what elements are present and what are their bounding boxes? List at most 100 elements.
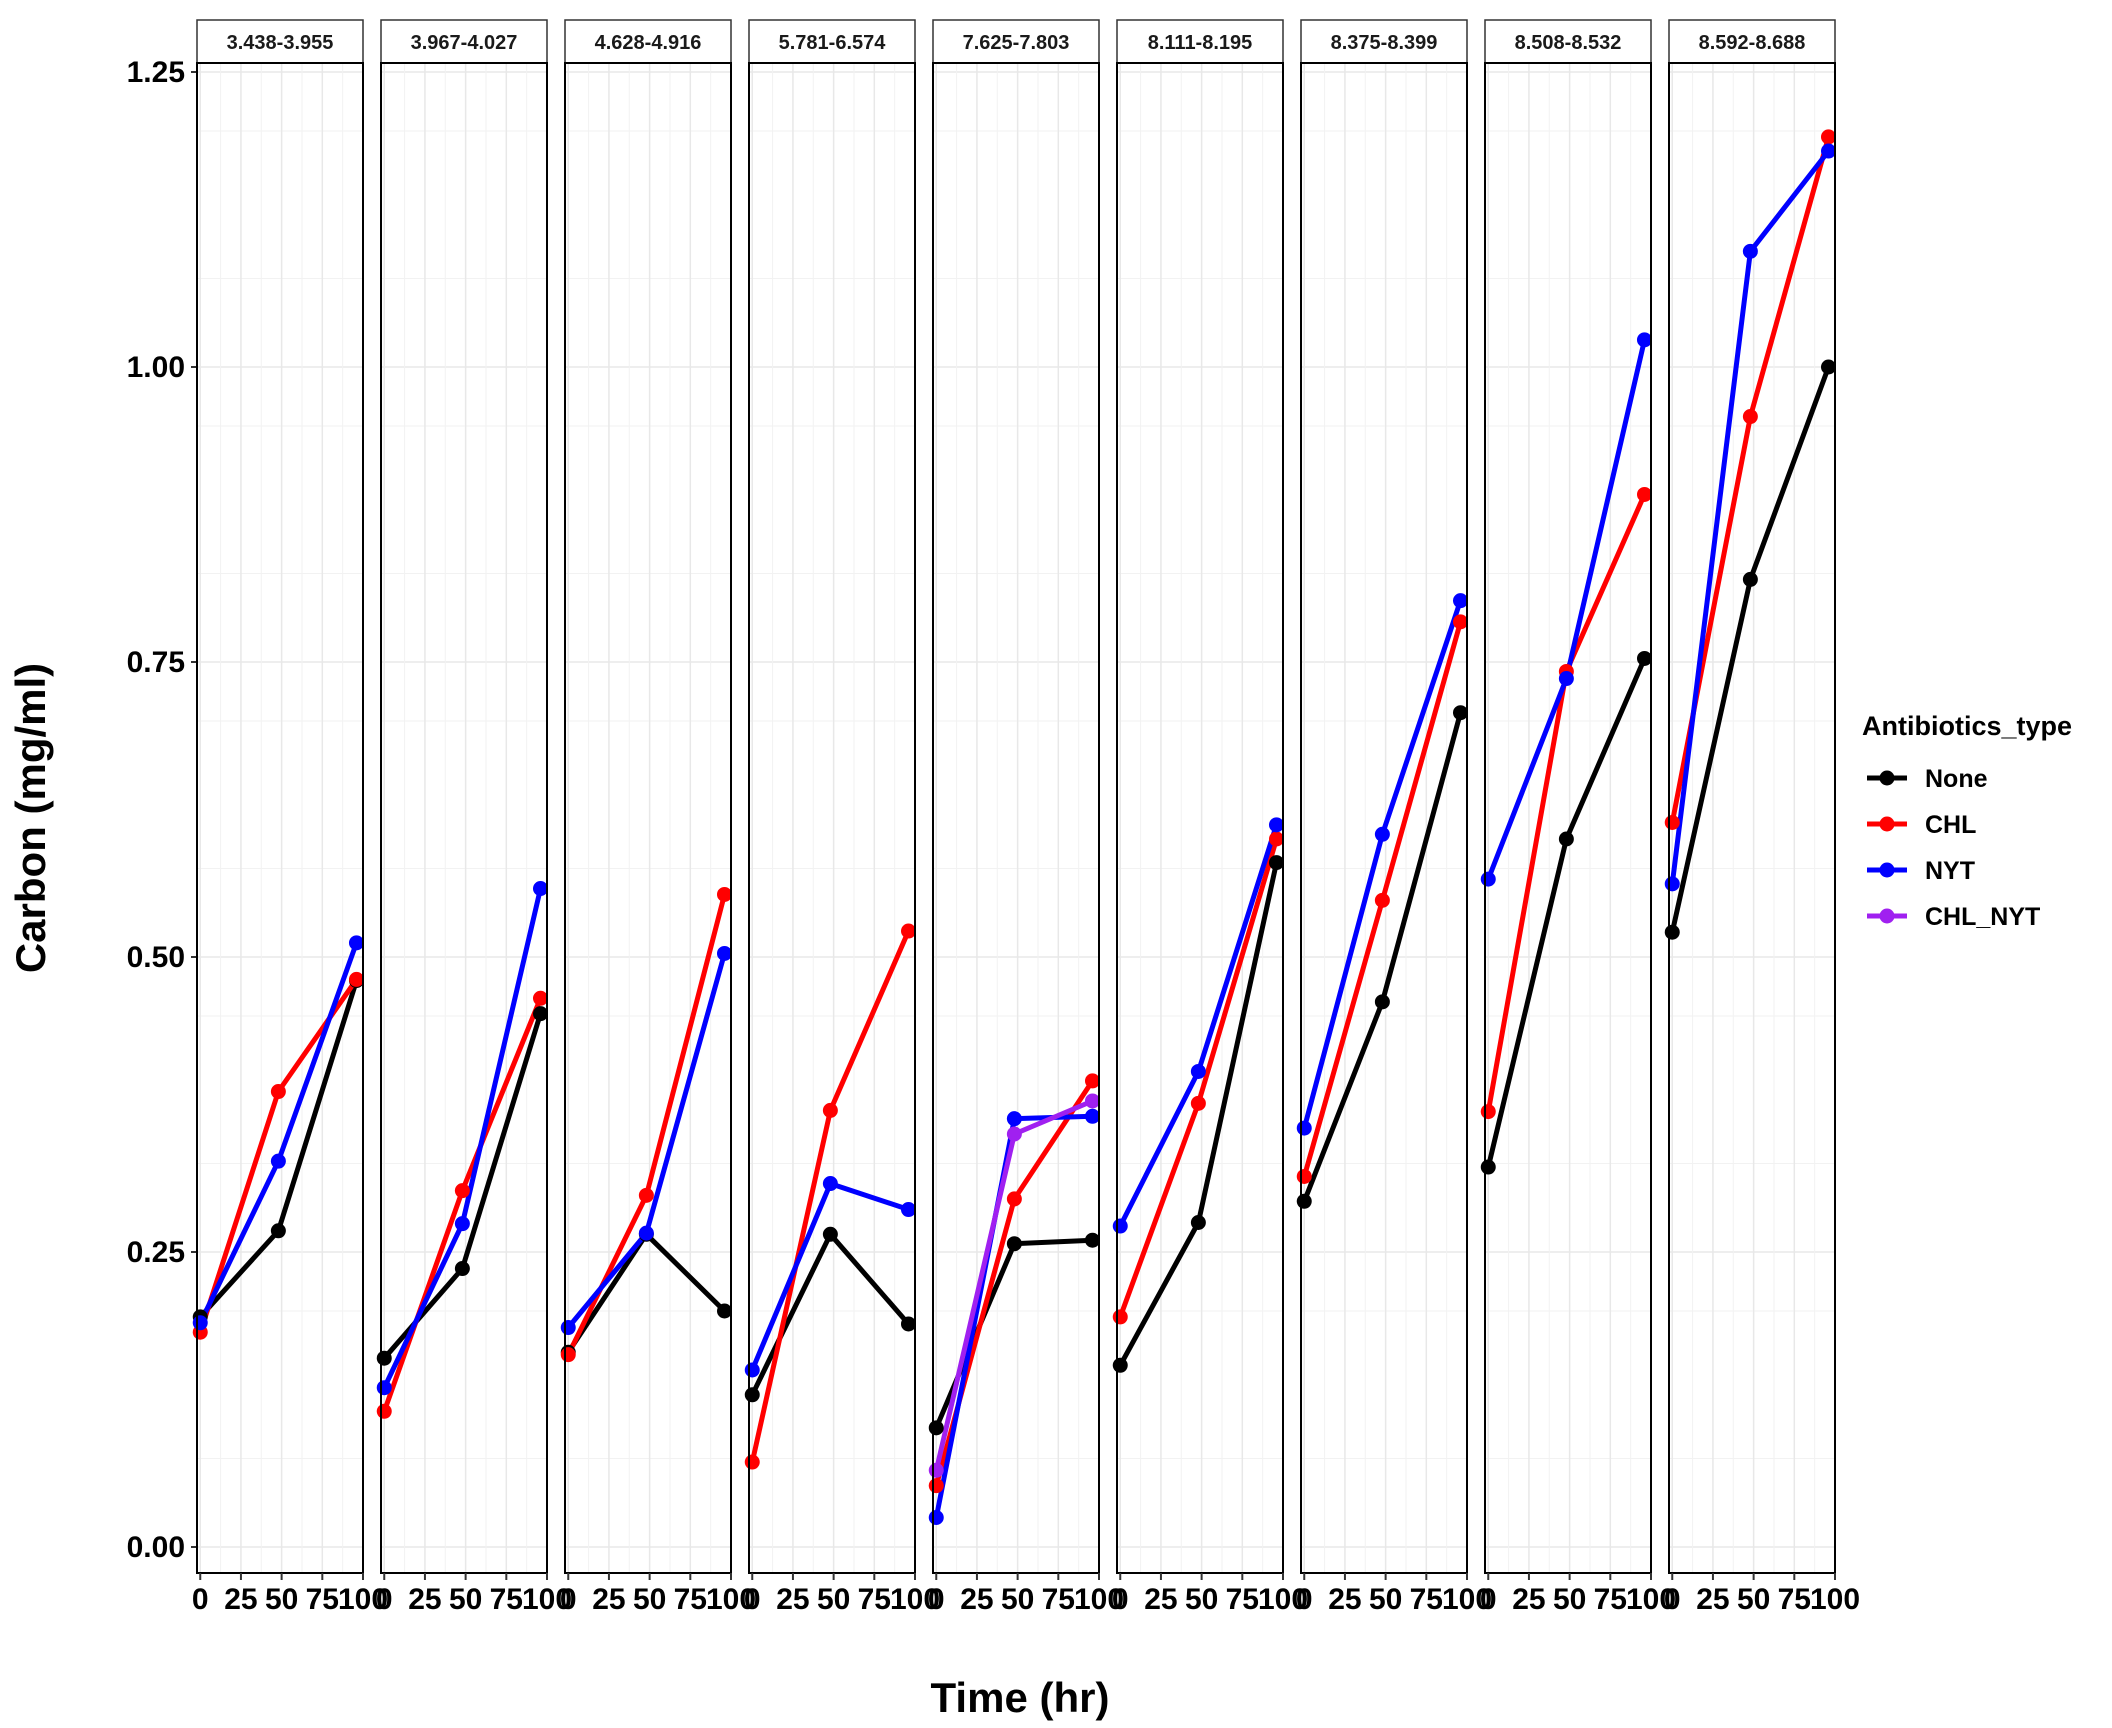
y-tick-label: 0.00	[127, 1531, 185, 1564]
data-point-none	[744, 1387, 760, 1403]
y-tick-label: 0.25	[127, 1236, 185, 1269]
legend-label: NYT	[1925, 857, 1975, 885]
data-point-none	[1296, 1193, 1312, 1209]
legend-label: CHL_NYT	[1925, 903, 2040, 931]
legend-item: None	[1867, 765, 1988, 793]
x-tick-label: 50	[265, 1583, 298, 1616]
x-tick-label: 100	[1626, 1583, 1676, 1616]
data-point-chl-nyt	[1084, 1093, 1100, 1109]
data-point-none	[1820, 359, 1836, 375]
facet-strip	[1668, 19, 1836, 64]
y-tick-label: 0.75	[127, 646, 185, 679]
panel-border	[564, 62, 732, 1574]
x-tick-label: 50	[1737, 1583, 1770, 1616]
x-tick-label: 100	[1810, 1583, 1860, 1616]
facet-strip	[748, 19, 916, 64]
data-point-chl	[1664, 814, 1680, 830]
facet-strip-label: 8.508-8.532	[1515, 32, 1622, 54]
y-tick-label: 0.50	[127, 941, 185, 974]
data-point-none	[532, 1006, 548, 1022]
panel-border	[1668, 62, 1836, 1574]
data-point-chl-nyt	[928, 1462, 944, 1478]
x-tick-label: 50	[1001, 1583, 1034, 1616]
panel-background	[381, 63, 547, 1573]
data-point-chl	[928, 1478, 944, 1494]
data-point-none	[822, 1226, 838, 1242]
data-point-nyt	[1296, 1120, 1312, 1136]
data-point-nyt	[348, 935, 364, 951]
panel-background	[749, 63, 915, 1573]
x-tick-label: 0	[1112, 1583, 1129, 1616]
data-point-chl	[1636, 486, 1652, 502]
data-point-chl	[270, 1084, 286, 1100]
data-point-nyt	[900, 1202, 916, 1218]
panel-border	[1116, 62, 1284, 1574]
facet-strip-label: 3.438-3.955	[227, 32, 334, 54]
panel-background	[933, 63, 1099, 1573]
data-point-nyt	[454, 1216, 470, 1232]
data-point-chl	[716, 886, 732, 902]
legend-label: None	[1925, 765, 1988, 793]
x-tick-label: 100	[706, 1583, 756, 1616]
data-point-chl	[1374, 892, 1390, 908]
x-tick-label: 100	[890, 1583, 940, 1616]
data-point-nyt	[822, 1176, 838, 1192]
x-tick-label: 0	[192, 1583, 209, 1616]
x-tick-label: 75	[1226, 1583, 1259, 1616]
data-point-nyt	[928, 1510, 944, 1525]
data-point-nyt	[1480, 871, 1496, 887]
data-point-chl	[822, 1102, 838, 1118]
data-point-chl	[638, 1187, 654, 1203]
data-point-chl	[454, 1183, 470, 1199]
x-tick-label: 25	[592, 1583, 625, 1616]
panel-border	[932, 62, 1100, 1574]
data-point-chl	[1006, 1191, 1022, 1207]
panel-background	[1301, 63, 1467, 1573]
facet-strip-label: 8.375-8.399	[1331, 32, 1438, 54]
data-point-nyt	[1112, 1218, 1128, 1234]
y-tick-label: 1.25	[127, 56, 185, 89]
data-point-none	[1190, 1215, 1206, 1230]
panel-border	[748, 62, 916, 1574]
data-point-none	[1636, 650, 1652, 666]
data-point-chl	[1112, 1309, 1128, 1325]
x-tick-label: 25	[1696, 1583, 1729, 1616]
data-point-chl	[560, 1347, 576, 1363]
x-tick-label: 100	[1258, 1583, 1308, 1616]
x-tick-label: 75	[1410, 1583, 1443, 1616]
facet-strip-label: 4.628-4.916	[595, 32, 702, 54]
data-point-nyt	[1664, 876, 1680, 892]
data-point-nyt	[1006, 1111, 1022, 1127]
legend-key-point	[1879, 862, 1895, 878]
data-point-chl	[1190, 1095, 1206, 1111]
x-tick-label: 75	[858, 1583, 891, 1616]
facet-strip	[1116, 19, 1284, 64]
data-point-chl	[744, 1454, 760, 1470]
facet-strip	[380, 19, 548, 64]
data-point-chl	[1820, 129, 1836, 145]
panel-border	[196, 62, 364, 1574]
data-point-none	[1084, 1232, 1100, 1248]
x-tick-label: 25	[408, 1583, 441, 1616]
data-point-none	[1480, 1159, 1496, 1175]
data-point-nyt	[744, 1362, 760, 1378]
x-tick-label: 25	[776, 1583, 809, 1616]
facet-strip	[932, 19, 1100, 64]
legend-label: CHL	[1925, 811, 1976, 839]
x-tick-label: 75	[1042, 1583, 1075, 1616]
x-tick-label: 75	[490, 1583, 523, 1616]
panel-border	[1484, 62, 1652, 1574]
data-point-nyt	[638, 1225, 654, 1241]
panel-border	[1300, 62, 1468, 1574]
legend-key-point	[1879, 908, 1895, 924]
facet-strip-label: 7.625-7.803	[963, 32, 1070, 54]
data-point-nyt	[376, 1380, 392, 1396]
x-tick-label: 25	[960, 1583, 993, 1616]
